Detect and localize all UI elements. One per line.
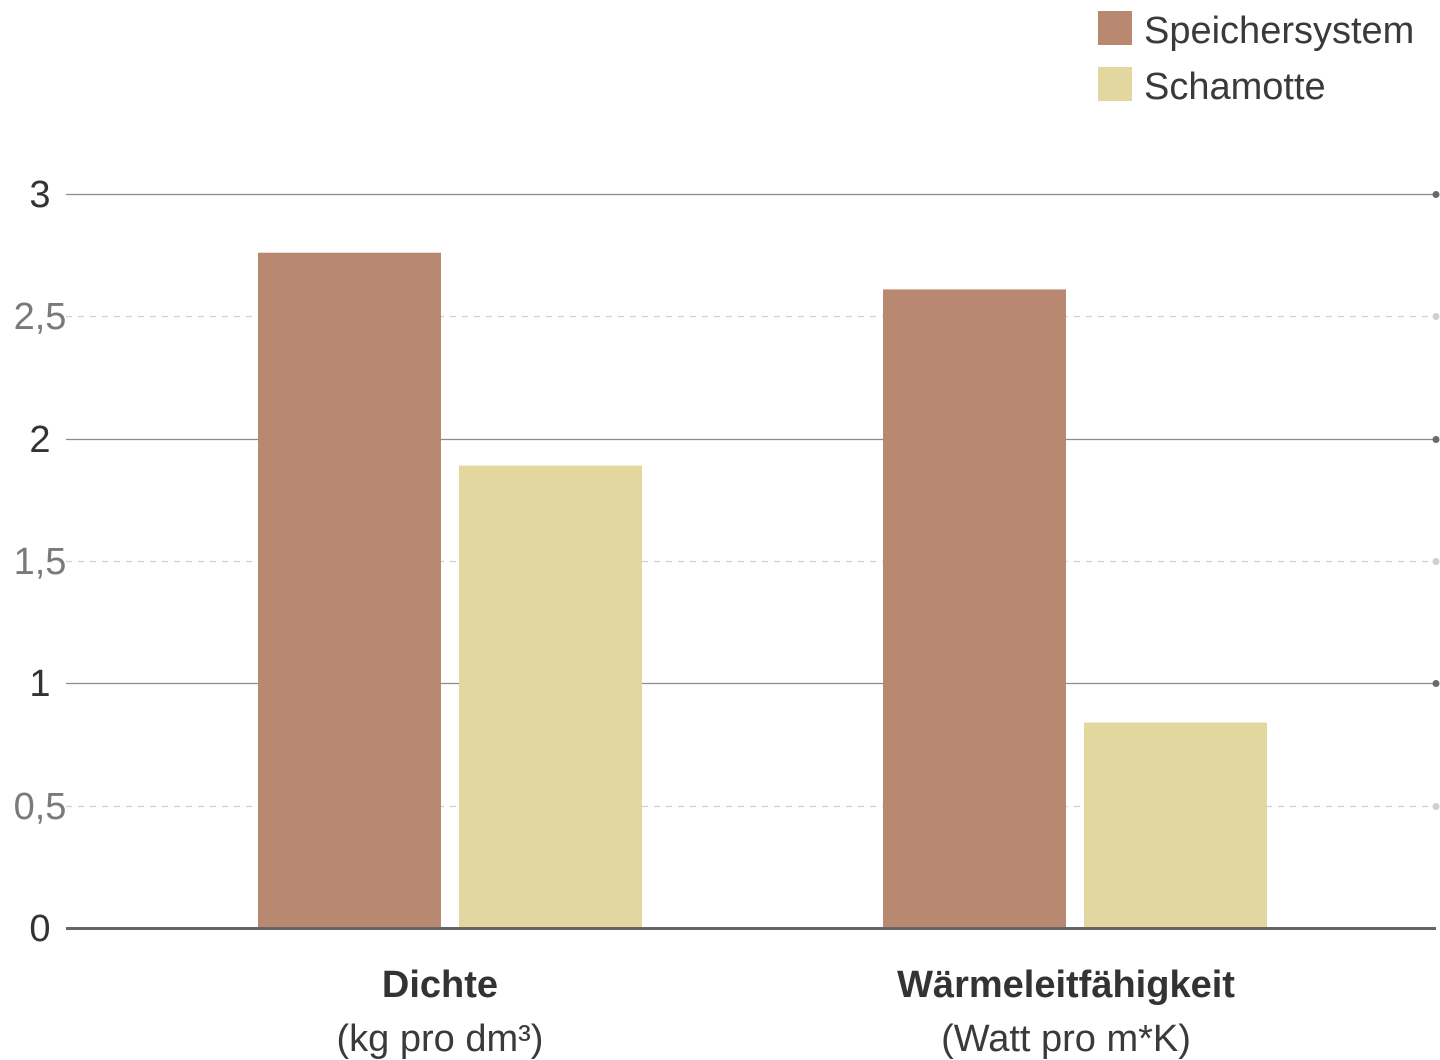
y-tick-label-6: 3 — [29, 174, 50, 216]
legend-swatch-speichersystem — [1098, 11, 1132, 45]
labels: 0 0,5 1 1,5 2 2,5 3 — [14, 174, 67, 950]
y-tick-label-0: 0 — [29, 908, 50, 950]
category-label-dichte: Dichte — [382, 964, 498, 1006]
legend-label-speichersystem: Speichersystem — [1144, 10, 1414, 52]
bars — [258, 252, 1267, 929]
bar-schamotte-1 — [1084, 722, 1267, 928]
gridline-end-dot-4 — [1432, 436, 1440, 443]
gridline-end-dot-6 — [1432, 191, 1440, 198]
category-label-waermeleitfaehigkeit: Wärmeleitfähigkeit — [897, 964, 1235, 1006]
gridline-end-dot-5 — [1432, 313, 1440, 320]
bar-speichersystem-1 — [883, 289, 1066, 928]
gridline-end-dot-2 — [1432, 680, 1440, 687]
y-tick-label-2: 1 — [29, 663, 50, 705]
y-tick-label-1: 0,5 — [14, 786, 67, 828]
bar-schamotte-0 — [459, 465, 642, 928]
y-tick-label-4: 2 — [29, 419, 50, 461]
y-tick-label-3: 1,5 — [14, 541, 67, 583]
bar-speichersystem-0 — [258, 252, 441, 929]
gridline-end-dot-1 — [1432, 803, 1440, 810]
gridline-end-dot-3 — [1432, 558, 1440, 565]
category-labels: Dichte (kg pro dm³) Wärmeleitfähigkeit (… — [337, 964, 1236, 1060]
y-tick-label-5: 2,5 — [14, 296, 67, 338]
legend-label-schamotte: Schamotte — [1144, 66, 1326, 108]
legend: Speichersystem Schamotte — [1098, 10, 1414, 108]
legend-swatch-schamotte — [1098, 67, 1132, 101]
category-unit-waermeleitfaehigkeit: (Watt pro m*K) — [941, 1018, 1191, 1060]
category-unit-dichte: (kg pro dm³) — [337, 1018, 544, 1060]
